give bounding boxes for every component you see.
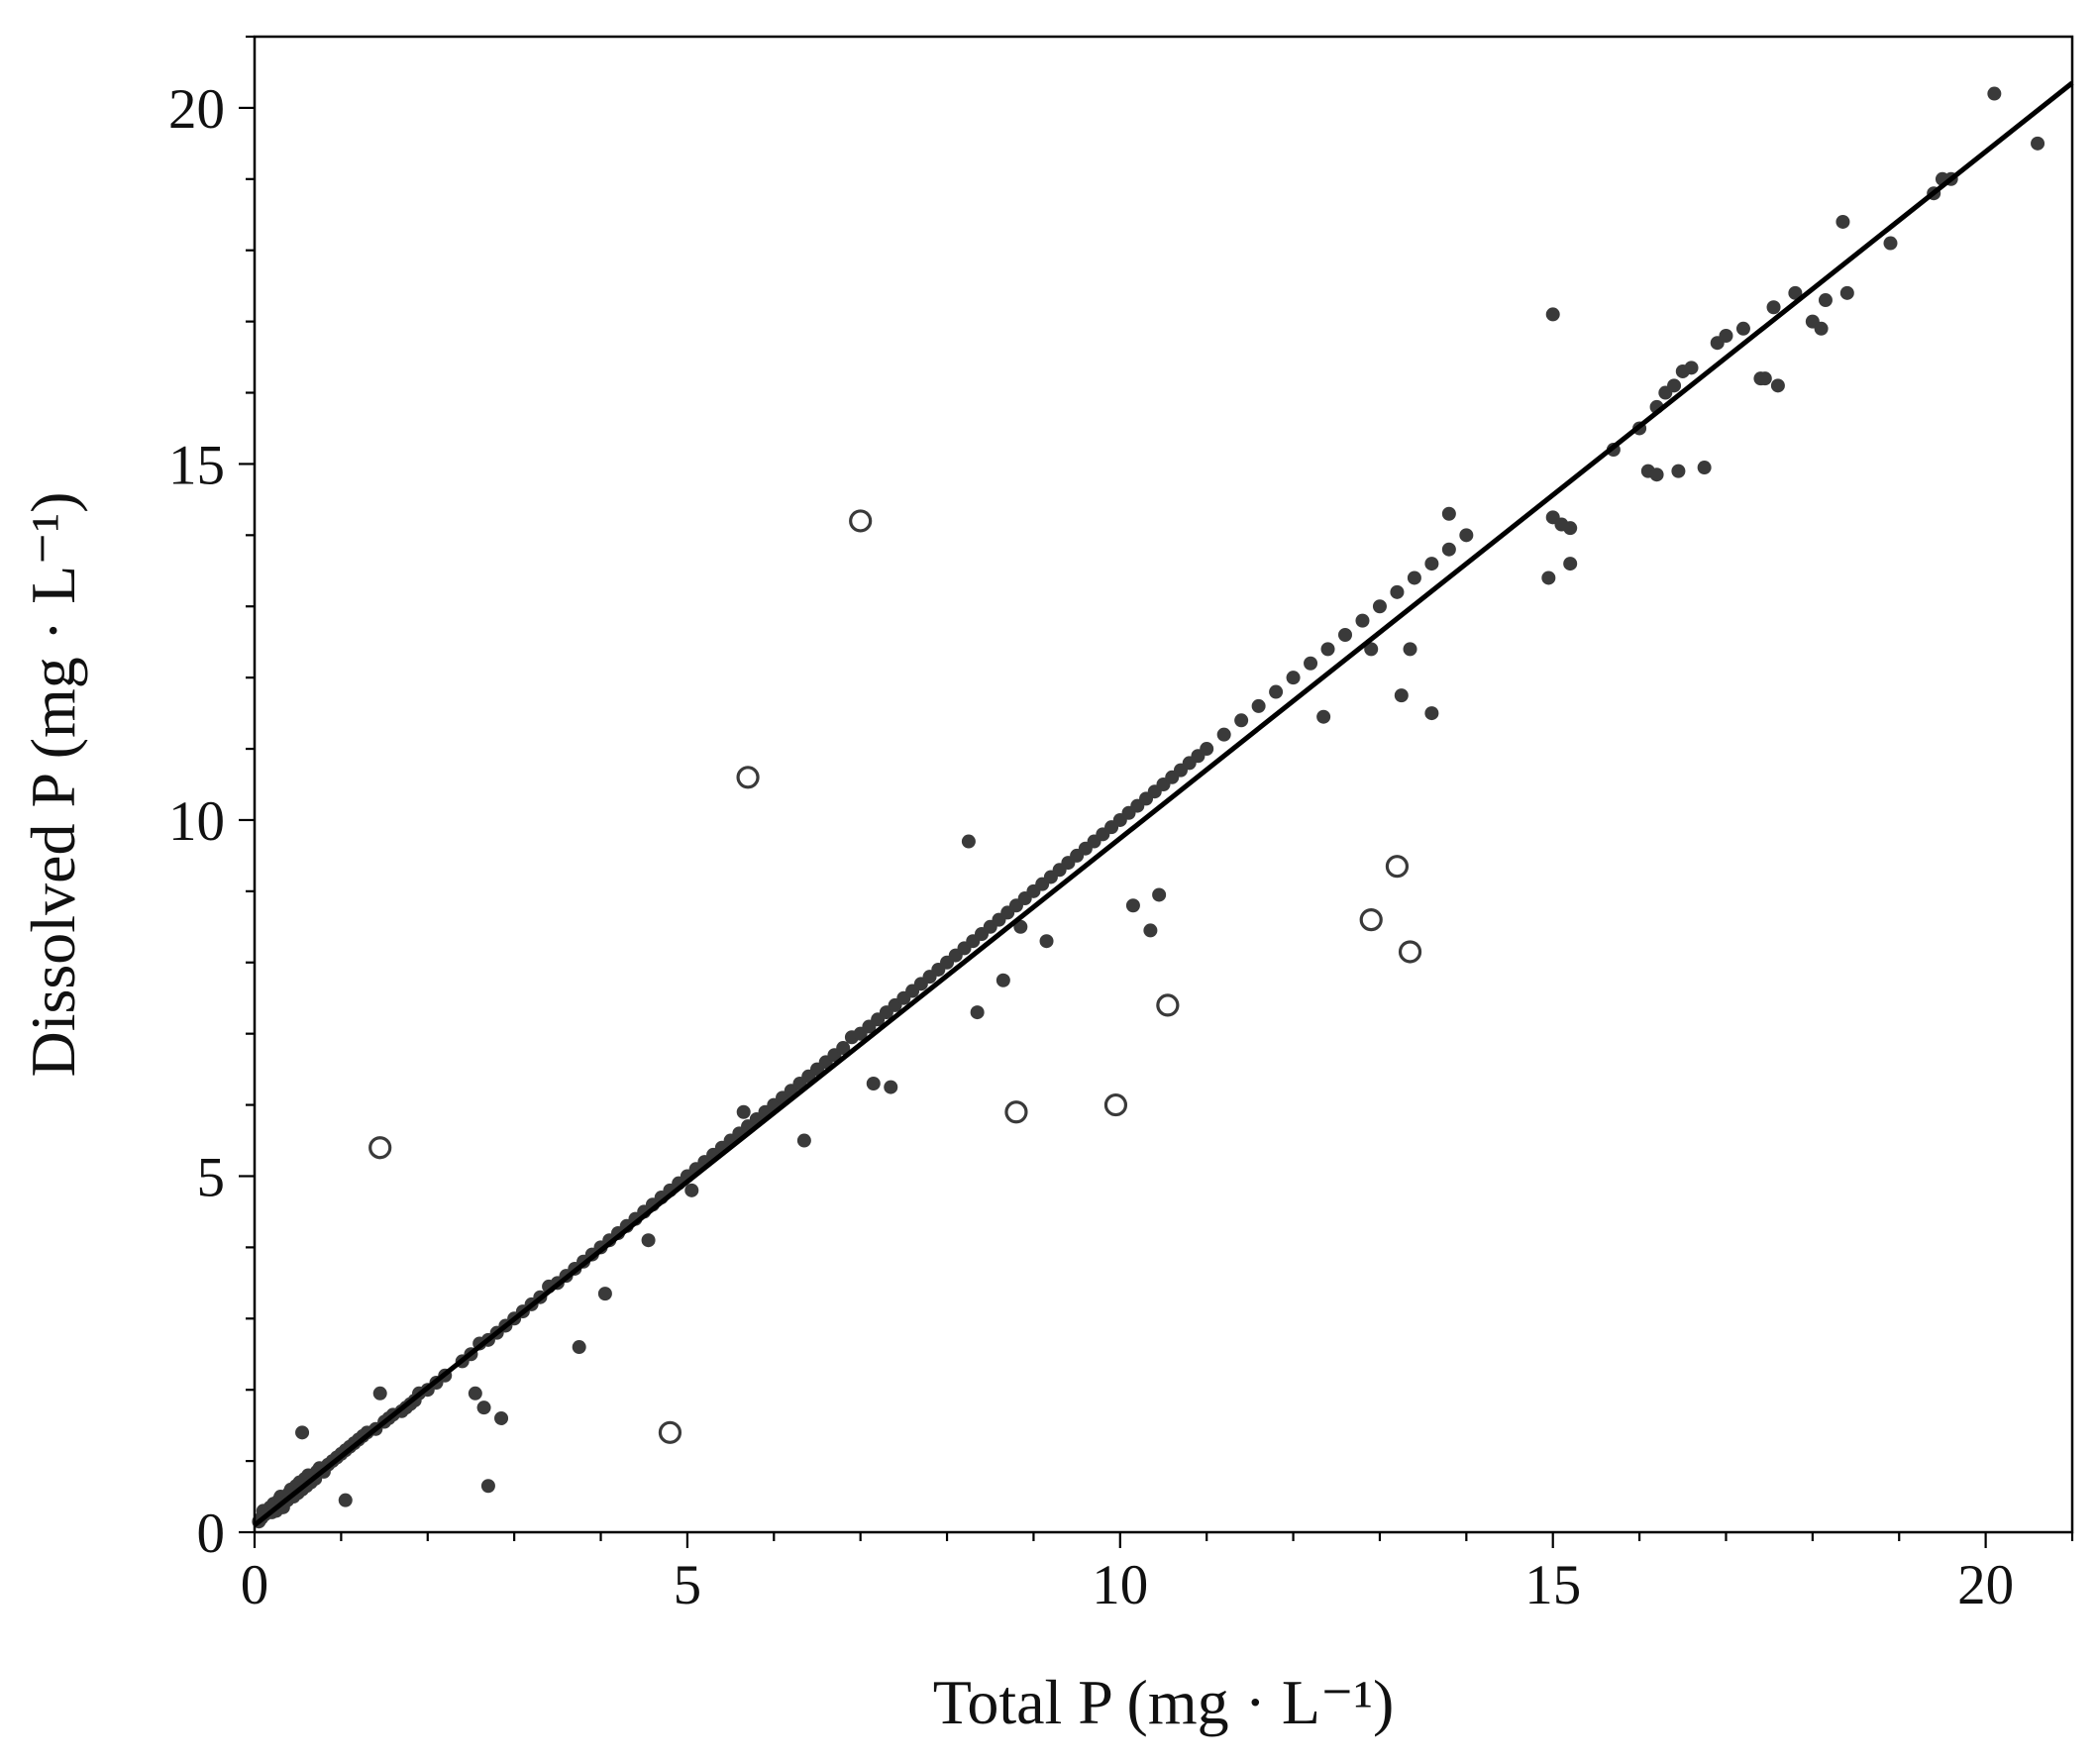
- data-point: [1316, 709, 1331, 724]
- data-point: [1364, 642, 1379, 657]
- open-point: [849, 509, 873, 533]
- open-point: [1398, 940, 1422, 964]
- data-point: [1390, 584, 1405, 599]
- data-point: [597, 1287, 612, 1301]
- data-point: [1563, 557, 1578, 571]
- y-axis-title: Dissolved P (mg · L⁻¹): [18, 492, 88, 1078]
- fit-line-layer: [253, 80, 2074, 1527]
- data-point: [1818, 293, 1833, 308]
- data-point: [1039, 934, 1054, 949]
- ticks-layer: 0 5 10 15 20 0 5 10 15 20: [168, 35, 2074, 1616]
- y-tick-label: 10: [168, 790, 225, 853]
- open-point: [1156, 993, 1180, 1017]
- data-point: [1394, 688, 1409, 703]
- data-point: [295, 1425, 310, 1440]
- data-point: [1441, 506, 1456, 521]
- data-point: [1770, 378, 1785, 393]
- data-point: [1757, 371, 1772, 386]
- data-point: [1407, 571, 1421, 585]
- x-tick-label: 15: [1524, 1554, 1581, 1616]
- data-point: [1987, 86, 2002, 101]
- data-point: [1234, 713, 1249, 728]
- data-point: [572, 1340, 586, 1355]
- y-tick-label: 15: [168, 434, 225, 496]
- data-point: [1459, 528, 1474, 543]
- data-point: [1649, 467, 1664, 482]
- data-point: [1814, 321, 1829, 336]
- regression-line: [253, 80, 2074, 1527]
- data-point: [1441, 542, 1456, 557]
- data-point: [1671, 464, 1686, 478]
- data-point: [1269, 684, 1284, 699]
- open-point: [1004, 1100, 1028, 1124]
- plot-frame: [253, 35, 2074, 1534]
- x-tick-label: 10: [1092, 1554, 1148, 1616]
- data-point: [1403, 642, 1417, 657]
- data-point: [641, 1233, 656, 1248]
- data-point: [1541, 571, 1556, 585]
- data-point: [1883, 236, 1898, 251]
- data-point: [1143, 923, 1158, 938]
- data-point: [884, 1080, 898, 1094]
- data-point: [1372, 599, 1387, 614]
- data-point: [1735, 321, 1750, 336]
- data-point: [1286, 671, 1301, 685]
- data-point: [1125, 898, 1140, 913]
- x-tick-label: 0: [241, 1554, 269, 1616]
- data-point: [1200, 742, 1214, 757]
- data-point: [866, 1077, 881, 1090]
- open-point: [658, 1420, 682, 1444]
- data-point: [372, 1386, 387, 1401]
- data-point: [736, 1104, 751, 1119]
- open-point: [368, 1136, 392, 1160]
- open-point: [736, 766, 760, 789]
- y-tick-label: 20: [168, 78, 225, 141]
- data-point: [2031, 136, 2045, 151]
- data-point: [1338, 628, 1352, 642]
- data-point: [1304, 656, 1318, 671]
- data-point: [1355, 613, 1370, 628]
- data-point: [468, 1386, 482, 1401]
- data-point: [1216, 727, 1231, 742]
- data-point: [494, 1410, 509, 1425]
- y-tick-label: 0: [197, 1503, 226, 1565]
- open-point: [1385, 855, 1410, 879]
- data-point: [996, 973, 1010, 987]
- data-point: [1835, 214, 1850, 229]
- data-point: [970, 1005, 985, 1020]
- data-point: [961, 834, 976, 849]
- axes-layer: [253, 35, 2074, 1534]
- data-point: [1697, 461, 1712, 475]
- data-point: [1788, 285, 1803, 300]
- y-tick-label: 5: [197, 1146, 226, 1208]
- data-point: [796, 1133, 811, 1148]
- data-point: [684, 1183, 699, 1197]
- data-point: [1424, 706, 1439, 721]
- data-point: [1719, 329, 1733, 343]
- x-tick-label: 20: [1957, 1554, 2014, 1616]
- data-point: [476, 1401, 491, 1415]
- data-point: [1320, 642, 1335, 657]
- data-point: [480, 1479, 495, 1494]
- data-point: [1839, 285, 1854, 300]
- data-point: [1152, 887, 1167, 902]
- data-point: [1684, 361, 1699, 375]
- x-axis-title: Total P (mg · L⁻¹): [933, 1667, 1395, 1737]
- data-point: [1667, 378, 1682, 393]
- data-point: [1424, 557, 1439, 571]
- data-point: [338, 1493, 353, 1507]
- data-point: [1251, 698, 1266, 713]
- open-point: [1103, 1092, 1128, 1117]
- data-point: [1545, 307, 1560, 322]
- data-point: [836, 1041, 851, 1056]
- data-point: [1563, 521, 1578, 536]
- data-point: [1766, 300, 1781, 315]
- x-tick-label: 5: [674, 1554, 702, 1616]
- open-point: [1359, 908, 1383, 932]
- data-point: [1013, 919, 1028, 934]
